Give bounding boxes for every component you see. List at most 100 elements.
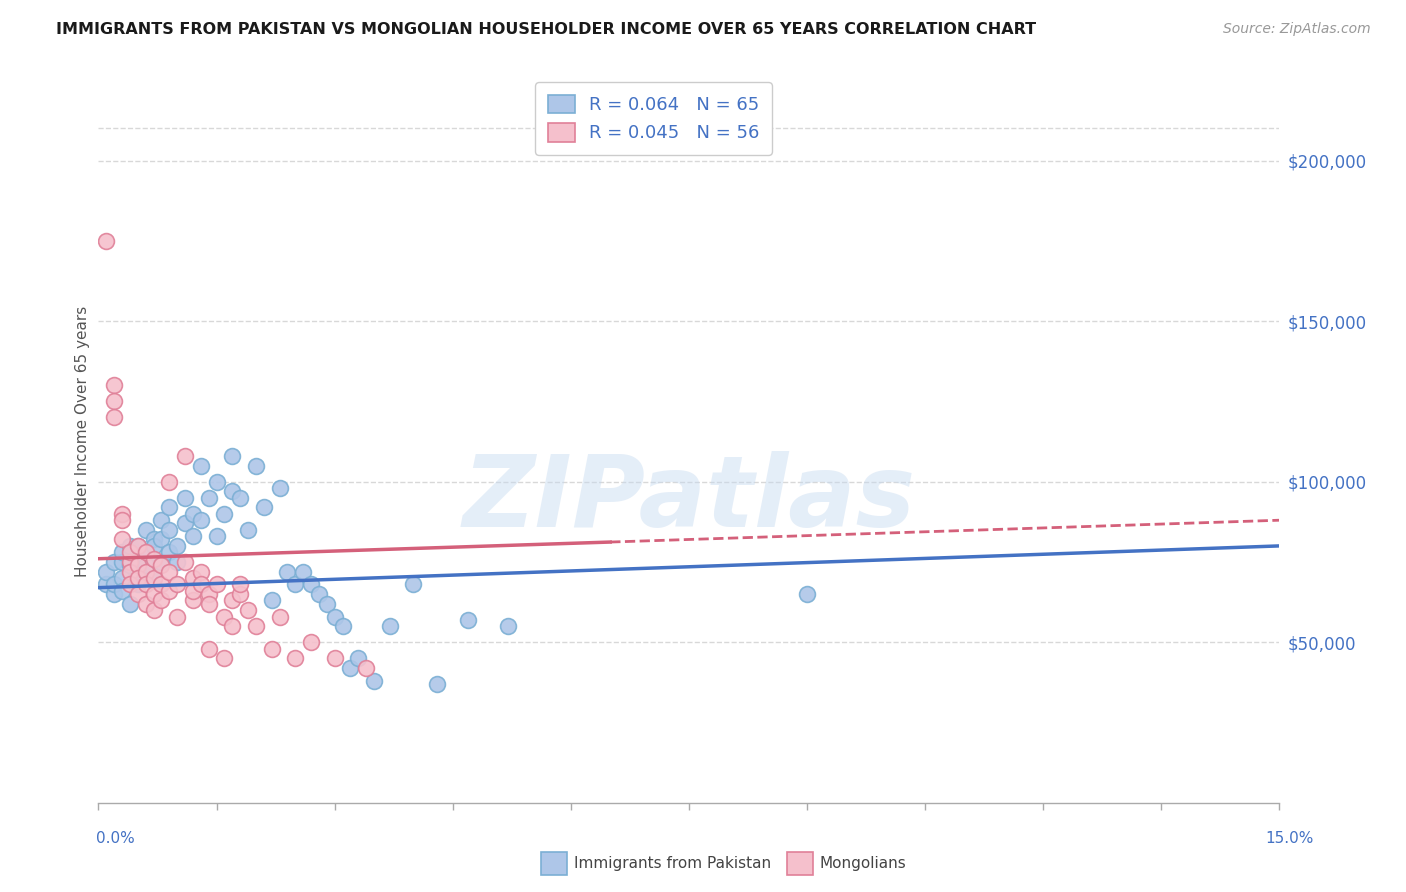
Point [118, 565, 141, 579]
Point [221, 593, 243, 607]
Point [496, 619, 519, 633]
Point [181, 583, 204, 598]
Point [118, 539, 141, 553]
Point [103, 394, 125, 409]
Point [269, 609, 291, 624]
Point [142, 571, 165, 585]
Point [426, 677, 449, 691]
Point [127, 551, 149, 566]
Point [142, 587, 165, 601]
Point [111, 545, 134, 559]
Point [127, 539, 149, 553]
Point [103, 410, 125, 425]
Point [96, 577, 118, 591]
Point [96, 565, 118, 579]
Point [135, 577, 157, 591]
Text: IMMIGRANTS FROM PAKISTAN VS MONGOLIAN HOUSEHOLDER INCOME OVER 65 YEARS CORRELATI: IMMIGRANTS FROM PAKISTAN VS MONGOLIAN HO… [56, 22, 1036, 37]
Point [245, 458, 267, 473]
Point [157, 500, 180, 515]
Point [229, 577, 252, 591]
Point [111, 513, 134, 527]
Point [284, 577, 307, 591]
Point [111, 533, 134, 547]
Point [157, 545, 180, 559]
Point [142, 533, 165, 547]
Point [111, 555, 134, 569]
Point [103, 555, 125, 569]
Point [457, 613, 479, 627]
Point [214, 609, 236, 624]
Point [127, 571, 149, 585]
Point [135, 545, 157, 559]
Text: ZIPatlas: ZIPatlas [463, 450, 915, 548]
Point [205, 475, 228, 489]
Point [190, 513, 212, 527]
Point [323, 651, 346, 665]
Point [135, 558, 157, 573]
Point [166, 539, 188, 553]
Point [796, 587, 818, 601]
Point [150, 593, 173, 607]
Point [402, 577, 425, 591]
Point [332, 619, 354, 633]
Point [323, 609, 346, 624]
Point [174, 449, 197, 463]
Point [174, 491, 197, 505]
Point [150, 558, 173, 573]
Point [174, 516, 197, 531]
Point [127, 565, 149, 579]
Point [214, 651, 236, 665]
Point [142, 603, 165, 617]
Point [292, 565, 315, 579]
Point [236, 523, 259, 537]
Point [354, 661, 377, 675]
Point [111, 571, 134, 585]
Point [142, 571, 165, 585]
Point [103, 577, 125, 591]
Point [197, 587, 219, 601]
Point [103, 378, 125, 392]
Point [190, 565, 212, 579]
Point [245, 619, 267, 633]
Point [118, 545, 141, 559]
Point [142, 551, 165, 566]
Point [363, 673, 385, 688]
Point [118, 558, 141, 573]
Point [315, 597, 337, 611]
Point [269, 481, 291, 495]
Point [127, 558, 149, 573]
Point [221, 484, 243, 499]
Point [150, 533, 173, 547]
Point [253, 500, 276, 515]
Text: Mongolians: Mongolians [820, 856, 907, 871]
Point [276, 565, 298, 579]
Text: 15.0%: 15.0% [1265, 831, 1313, 846]
Point [378, 619, 401, 633]
Point [150, 513, 173, 527]
Point [135, 565, 157, 579]
Point [205, 577, 228, 591]
Point [221, 449, 243, 463]
Point [118, 555, 141, 569]
Point [135, 523, 157, 537]
Point [174, 555, 197, 569]
Point [197, 597, 219, 611]
Point [181, 593, 204, 607]
Point [157, 475, 180, 489]
Legend: R = 0.064   N = 65, R = 0.045   N = 56: R = 0.064 N = 65, R = 0.045 N = 56 [534, 82, 772, 155]
Point [118, 597, 141, 611]
Point [260, 641, 283, 656]
Point [166, 555, 188, 569]
Point [205, 529, 228, 543]
Point [260, 593, 283, 607]
Point [347, 651, 370, 665]
Point [181, 507, 204, 521]
Point [229, 491, 252, 505]
Point [135, 597, 157, 611]
Point [339, 661, 361, 675]
Point [111, 583, 134, 598]
Point [190, 458, 212, 473]
Text: 0.0%: 0.0% [96, 831, 135, 846]
Point [157, 565, 180, 579]
Point [157, 583, 180, 598]
